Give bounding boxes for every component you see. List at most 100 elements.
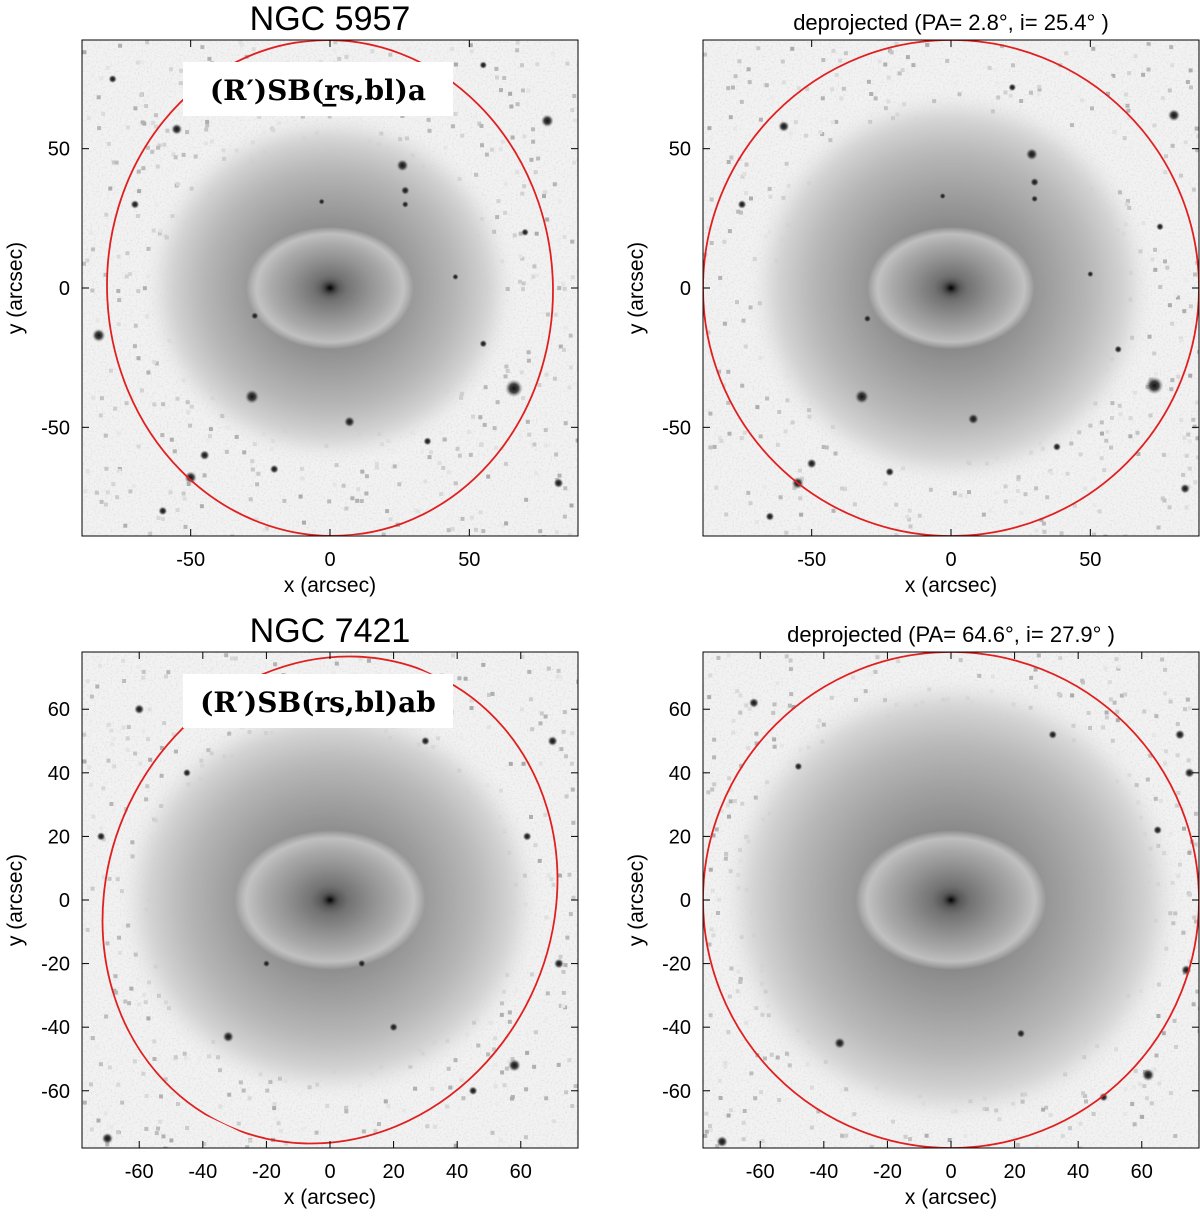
morphology-label: (R′)SB(r̲s,bl)a <box>183 62 453 116</box>
y-tick-label: -20 <box>662 954 691 976</box>
star <box>541 114 554 127</box>
star <box>402 201 409 208</box>
y-tick-label: -40 <box>662 1017 691 1039</box>
y-tick-label: 0 <box>59 278 70 300</box>
star <box>423 437 431 445</box>
star <box>318 198 325 205</box>
y-axis-label: y (arcsec) <box>625 242 648 334</box>
y-tick-label: 0 <box>680 890 691 912</box>
star <box>1156 223 1164 231</box>
y-tick-label: 0 <box>59 890 70 912</box>
panel-title: NGC 5957 <box>250 0 411 38</box>
x-tick-label: 0 <box>324 549 335 571</box>
star <box>864 315 872 323</box>
star <box>553 478 563 488</box>
star <box>807 459 817 469</box>
morphology-label-text: (R′)SB(rs,bl)ab <box>200 686 436 719</box>
x-tick-label: -20 <box>252 1161 281 1183</box>
x-tick-label: 0 <box>945 549 956 571</box>
star <box>452 274 459 281</box>
x-axis-label: x (arcsec) <box>905 1186 997 1209</box>
star <box>396 159 408 171</box>
star <box>1016 1029 1025 1038</box>
y-tick-label: 50 <box>48 139 70 161</box>
star <box>547 736 557 746</box>
star <box>1153 826 1162 835</box>
star <box>834 1037 845 1048</box>
star <box>1031 195 1038 202</box>
x-tick-label: -50 <box>797 549 826 571</box>
star <box>1142 1069 1155 1082</box>
x-tick-label: 50 <box>1079 549 1101 571</box>
star <box>1114 345 1122 353</box>
x-tick-label: -60 <box>125 1161 154 1183</box>
y-tick-label: -20 <box>41 954 70 976</box>
x-tick-label: -60 <box>746 1161 775 1183</box>
x-tick-label: -50 <box>176 549 205 571</box>
x-tick-label: 50 <box>458 549 480 571</box>
star <box>765 512 774 521</box>
y-tick-label: 20 <box>669 826 691 848</box>
star <box>92 329 105 342</box>
star <box>263 960 271 968</box>
star <box>505 379 523 397</box>
galaxy-core <box>318 278 342 298</box>
star <box>1145 377 1163 395</box>
x-tick-label: 0 <box>324 1161 335 1183</box>
galaxy-core <box>318 890 342 910</box>
star <box>716 1136 727 1147</box>
star <box>108 75 116 83</box>
x-tick-label: 20 <box>382 1161 404 1183</box>
star <box>358 959 366 967</box>
star <box>421 737 430 746</box>
star <box>223 1031 234 1042</box>
y-tick-label: 20 <box>48 826 70 848</box>
x-tick-label: 40 <box>1067 1161 1089 1183</box>
y-tick-label: -60 <box>41 1081 70 1103</box>
star <box>885 467 894 476</box>
panel-title: deprojected (PA= 64.6°, i= 27.9° ) <box>787 622 1115 647</box>
star <box>855 389 869 403</box>
panel-title: NGC 7421 <box>250 612 411 650</box>
x-tick-label: -20 <box>873 1161 902 1183</box>
y-tick-label: -50 <box>662 417 691 439</box>
panel-title: deprojected (PA= 2.8°, i= 25.4° ) <box>793 10 1109 35</box>
y-tick-label: 60 <box>669 699 691 721</box>
star <box>968 413 979 424</box>
x-axis-label: x (arcsec) <box>284 1186 376 1209</box>
morphology-label-text: (R′)SB(r̲s,bl)a <box>210 74 426 107</box>
star <box>97 832 106 841</box>
galaxy-core <box>939 278 963 298</box>
y-tick-label: 60 <box>48 699 70 721</box>
star <box>134 704 144 714</box>
y-tick-label: 40 <box>669 763 691 785</box>
star <box>469 1086 478 1095</box>
star <box>508 1059 521 1072</box>
star <box>523 832 532 841</box>
y-axis-label: y (arcsec) <box>4 242 27 334</box>
star <box>245 389 259 403</box>
x-tick-label: 20 <box>1003 1161 1025 1183</box>
galaxy-core <box>939 890 963 910</box>
y-tick-label: 40 <box>48 763 70 785</box>
star <box>1053 443 1061 451</box>
star <box>1180 484 1190 494</box>
star <box>554 959 564 969</box>
y-tick-label: -40 <box>41 1017 70 1039</box>
star <box>479 61 487 69</box>
x-tick-label: -40 <box>809 1161 838 1183</box>
y-tick-label: -60 <box>662 1081 691 1103</box>
star <box>200 450 210 460</box>
x-tick-label: -40 <box>188 1161 217 1183</box>
morphology-label: (R′)SB(rs,bl)ab <box>183 674 453 728</box>
star <box>1008 83 1016 91</box>
star <box>479 340 487 348</box>
star <box>183 769 191 777</box>
x-tick-label: 40 <box>446 1161 468 1183</box>
star <box>521 228 529 236</box>
star <box>171 124 182 135</box>
